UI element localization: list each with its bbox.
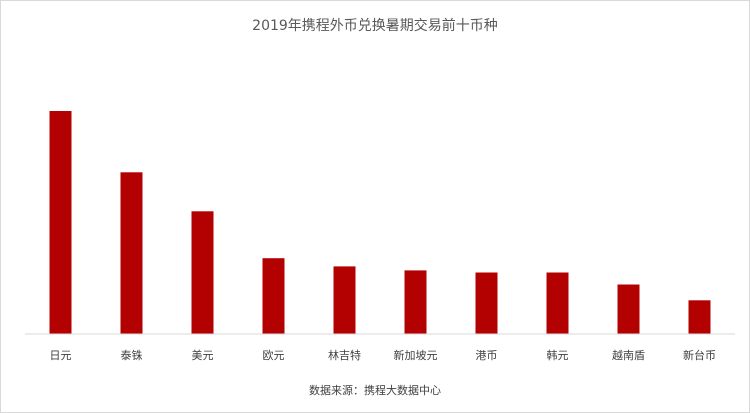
bar-2: [191, 211, 214, 334]
bar-4: [333, 266, 356, 334]
x-tick-label: 新台币: [683, 348, 716, 362]
data-source-note: 数据来源：携程大数据中心: [309, 384, 441, 397]
bar-9: [688, 300, 711, 334]
chart-title: 2019年携程外币兑换暑期交易前十币种: [252, 18, 498, 34]
bar-8: [617, 284, 640, 334]
x-tick-label: 林吉特: [328, 348, 361, 362]
x-tick-label: 美元: [192, 349, 214, 362]
bar-1: [120, 172, 143, 334]
bar-7: [546, 272, 569, 334]
x-tick-labels: 日元 泰铢 美元 欧元 林吉特 新加坡元 港币 韩元 越南盾 新台币: [50, 348, 717, 362]
x-tick-label: 韩元: [547, 348, 569, 362]
x-tick-label: 日元: [50, 349, 72, 362]
bar-6: [475, 272, 498, 334]
x-tick-label: 新加坡元: [394, 348, 438, 362]
x-tick-label: 欧元: [263, 349, 285, 362]
bars-group: [49, 111, 711, 334]
bar-3: [262, 258, 285, 334]
x-tick-label: 泰铢: [121, 348, 143, 362]
x-tick-label: 港币: [476, 349, 498, 362]
bar-0: [49, 111, 72, 334]
x-tick-label: 越南盾: [612, 348, 645, 362]
bar-5: [404, 270, 427, 334]
